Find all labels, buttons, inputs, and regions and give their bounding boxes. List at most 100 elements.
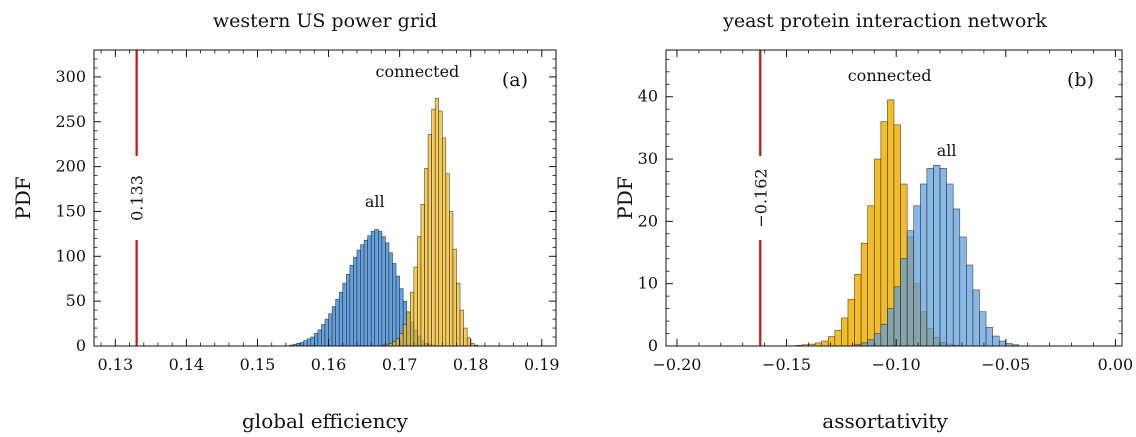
bar-connected [452,248,457,347]
bar-all [317,329,322,347]
series-label-all: all [937,141,957,160]
bar-connected [456,282,461,347]
bar-all [353,256,358,347]
bar-all [331,306,336,347]
reference-value-label: 0.133 [128,175,147,221]
bar-connected [427,134,432,347]
series-label-all: all [365,192,385,211]
x-tick-label: 0.16 [311,355,347,374]
bar-connected [847,298,855,347]
panel-a-title: western US power grid [213,10,437,32]
panel-a-ylabel: PDF [11,176,35,219]
bar-all [374,229,379,347]
bar-all [378,230,383,347]
bar-connected [841,317,849,347]
bar-all [335,299,340,347]
panel-a-series-labels: all connected [365,62,459,211]
bar-all [880,323,888,347]
bar-all [306,338,312,347]
bar-connected [445,173,450,347]
bar-connected [834,330,842,347]
bar-all [346,273,351,347]
bar-all [360,244,365,347]
bar-connected [424,168,429,347]
panel-b-title: yeast protein interaction network [722,10,1047,32]
bar-all [338,291,344,347]
bar-all [321,324,326,347]
bar-all [933,164,941,347]
panel-b-series-labels: connected all [848,66,957,160]
series-label-connected: connected [376,62,460,81]
bar-all [952,208,961,347]
x-tick-label: 0.17 [382,355,418,374]
bar-all [985,327,993,347]
bar-all [913,205,921,347]
bar-all [893,286,901,347]
bar-connected [434,98,440,347]
bar-all [392,263,397,347]
bar-connected [409,291,415,347]
bar-all [324,318,329,347]
bar-all [381,236,386,347]
panel-b-ylabel: PDF [613,176,637,219]
bar-connected [873,158,882,347]
bar-all [363,239,368,347]
x-tick-label: 0.14 [169,355,205,374]
y-tick-label: 150 [55,201,86,220]
bar-all [926,168,934,347]
panel-b-ticks: −0.20 −0.15 −0.10 −0.05 0.00 0 10 20 30 40 [638,50,1133,374]
bar-connected [413,266,418,347]
y-tick-label: 100 [55,246,86,265]
bar-connected [867,205,875,347]
bar-all [370,230,376,347]
bar-all [992,335,1000,347]
bar-connected [466,337,471,347]
panel-a-tag: (a) [502,69,528,91]
panel-a: western US power grid global efficiency … [11,10,560,433]
x-tick-label: 0.15 [240,355,276,374]
bar-all [314,333,319,347]
bar-connected [860,242,868,347]
bar-connected [827,336,836,347]
bar-all [303,340,308,347]
x-tick-label: −0.15 [762,355,811,374]
bar-all [900,258,908,347]
bar-all [299,342,304,347]
y-tick-label: 40 [638,87,658,106]
bar-connected [420,203,425,347]
bar-all [328,313,333,347]
panel-a-reference-line: 0.133 [128,50,147,346]
bar-connected [406,311,411,347]
bar-connected [399,333,404,347]
bar-all [349,264,354,347]
bar-all [972,289,980,347]
bar-connected [463,327,468,347]
bar-connected [880,121,888,347]
x-tick-label: −0.10 [872,355,921,374]
bar-connected [441,137,447,347]
y-tick-label: 300 [55,67,86,86]
bar-all [966,264,974,347]
bar-all [979,311,987,347]
bar-all [310,336,315,347]
bar-connected [449,211,454,347]
bar-connected [438,110,443,347]
reference-value-label: −0.162 [751,168,770,227]
panel-a-xlabel: global efficiency [242,409,409,433]
bar-connected [402,324,408,347]
bar-connected [459,309,464,347]
y-tick-label: 0 [76,336,86,355]
panel-b-frame [665,49,1123,347]
bar-connected [395,338,400,347]
panel-b-tag: (b) [1067,69,1094,91]
bar-all [388,252,393,347]
bar-connected [854,274,862,347]
bar-all [395,275,400,347]
bar-connected [431,108,436,347]
panel-b-reference-line: −0.162 [751,50,770,346]
bar-all [959,236,967,347]
bar-connected [417,236,422,347]
series-label-connected: connected [848,66,932,85]
bar-all [367,235,372,347]
